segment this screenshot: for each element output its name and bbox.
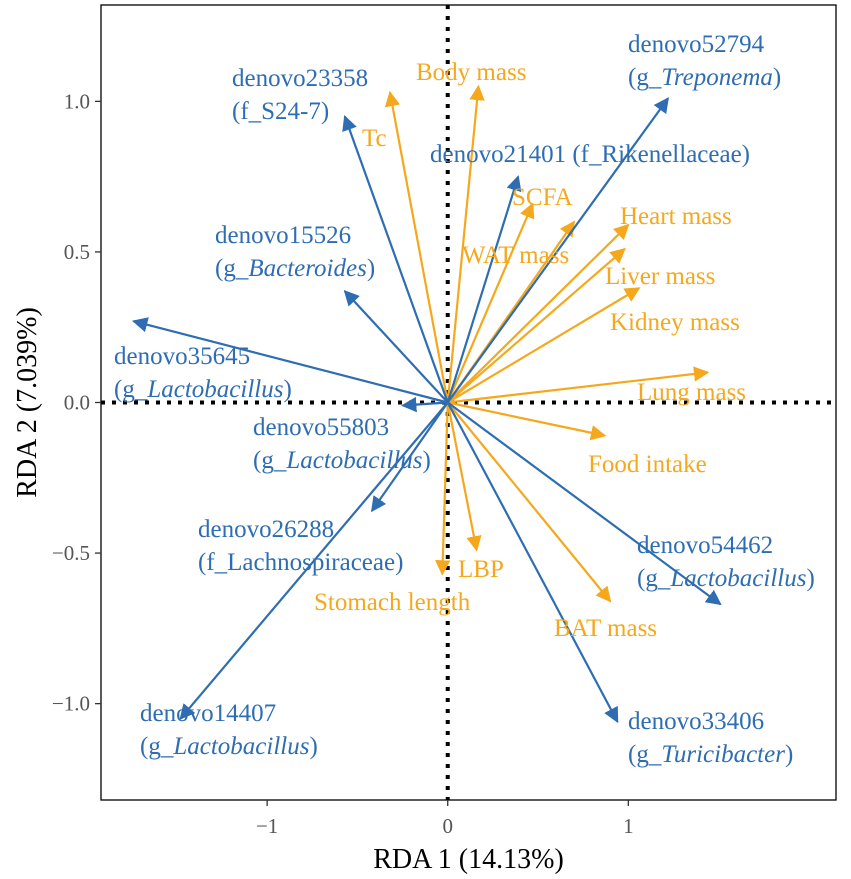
label-liver-mass: Liver mass — [605, 263, 715, 290]
label-denovo35645: denovo35645 (g_Lactobacillus) — [114, 343, 292, 403]
vector-denovo21401 — [446, 175, 522, 403]
y-tick-label: 1.0 — [64, 89, 90, 113]
label-food-intake: Food intake — [588, 451, 707, 478]
x-axis-title: RDA 1 (14.13%) — [373, 844, 564, 875]
vector-denovo54462 — [447, 401, 722, 606]
label-denovo14407: denovo14407 (g_Lactobacillus) — [140, 700, 318, 760]
x-tick-label: 1 — [623, 814, 634, 838]
label-denovo21401: denovo21401 (f_Rikenellaceae) — [430, 141, 750, 168]
label-denovo55803: denovo55803 (g_Lactobacillus) — [253, 414, 431, 474]
y-tick-label: −0.5 — [52, 541, 90, 565]
label-lung-mass: Lung mass — [637, 379, 746, 406]
label-denovo33406: denovo33406 (g_Turicibacter) — [628, 708, 793, 768]
y-axis-ticks: −1.0 −0.5 0.0 0.5 1.0 — [52, 89, 101, 716]
y-axis-title: RDA 2 (7.039%) — [12, 307, 43, 498]
label-tc: Tc — [362, 125, 387, 152]
vector-stomach-length — [435, 402, 451, 576]
vector-lung-mass — [447, 366, 710, 404]
vector-body-mass — [446, 84, 485, 403]
vector-denovo52794 — [446, 97, 669, 404]
y-tick-label: 0.0 — [64, 391, 90, 415]
label-bat-mass: BAT mass — [554, 615, 657, 642]
x-tick-label: 0 — [442, 814, 453, 838]
vector-denovo35645 — [132, 317, 449, 404]
y-tick-label: 0.5 — [64, 240, 90, 264]
label-scfa: SCFA — [512, 184, 573, 211]
vector-scfa — [446, 202, 535, 403]
label-heart-mass: Heart mass — [620, 203, 732, 230]
otu-vectors — [132, 97, 722, 724]
x-axis-ticks: −1 0 1 — [256, 800, 634, 838]
label-denovo54462: denovo54462 (g_Lactobacillus) — [637, 532, 815, 592]
vector-denovo14407 — [179, 401, 449, 720]
label-denovo52794: denovo52794 (g_Treponema) — [628, 31, 781, 91]
label-wat-mass: WAT mass — [462, 242, 569, 269]
vector-food-intake — [447, 401, 607, 441]
vector-denovo26288 — [370, 401, 449, 513]
vector-lbp — [446, 402, 482, 552]
vector-kidney-mass — [447, 287, 641, 404]
vector-denovo33406 — [446, 401, 619, 724]
label-stomach-length: Stomach length — [314, 589, 471, 616]
x-tick-label: −1 — [256, 814, 278, 838]
label-lbp: LBP — [458, 556, 504, 583]
label-denovo23358: denovo23358 (f_S24-7) — [232, 65, 368, 125]
label-denovo26288: denovo26288 (f_Lachnospiraceae) — [198, 516, 403, 576]
vector-denovo15526 — [343, 289, 449, 404]
vector-tc — [384, 90, 449, 403]
vector-denovo23358 — [342, 114, 449, 403]
y-tick-label: −1.0 — [52, 692, 90, 716]
vector-bat-mass — [446, 401, 612, 603]
label-denovo15526: denovo15526 (g_Bacteroides) — [215, 222, 375, 282]
label-body-mass: Body mass — [416, 59, 526, 86]
vector-labels: Body mass Tc SCFA WAT mass Heart mass Liver m… — [114, 31, 815, 768]
vector-denovo55803 — [401, 396, 448, 413]
label-kidney-mass: Kidney mass — [610, 309, 740, 336]
vector-liver-mass — [447, 247, 626, 404]
vector-heart-mass — [446, 223, 630, 404]
